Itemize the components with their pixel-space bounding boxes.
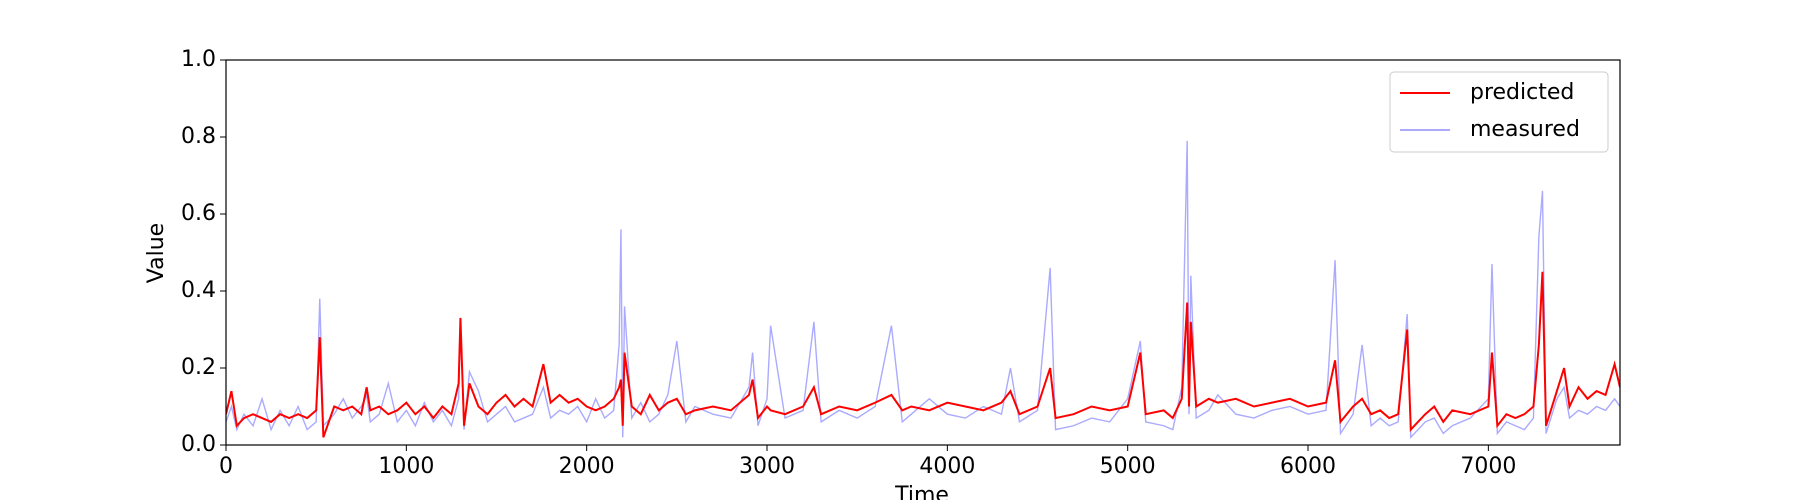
- x-tick-label: 6000: [1280, 454, 1336, 479]
- x-tick-label: 1000: [378, 454, 434, 479]
- series-line: [226, 271, 1620, 438]
- legend-label: measured: [1470, 117, 1580, 142]
- y-tick-label: 0.4: [181, 278, 216, 303]
- x-tick-label: 5000: [1100, 454, 1156, 479]
- y-axis-label: Value: [144, 223, 169, 283]
- y-tick-label: 1.0: [181, 47, 216, 72]
- x-tick-label: 2000: [559, 454, 615, 479]
- x-axis-label: Time: [894, 483, 949, 500]
- x-tick-label: 3000: [739, 454, 795, 479]
- y-tick-label: 0.2: [181, 355, 216, 380]
- y-tick-label: 0.8: [181, 124, 216, 149]
- x-tick-label: 4000: [919, 454, 975, 479]
- series-line: [226, 140, 1620, 440]
- legend-label: predicted: [1470, 80, 1574, 105]
- x-tick-label: 7000: [1460, 454, 1516, 479]
- y-tick-label: 0.6: [181, 201, 216, 226]
- y-tick-label: 0.0: [181, 432, 216, 457]
- plot-frame: [225, 59, 1621, 446]
- x-tick-label: 0: [219, 454, 233, 479]
